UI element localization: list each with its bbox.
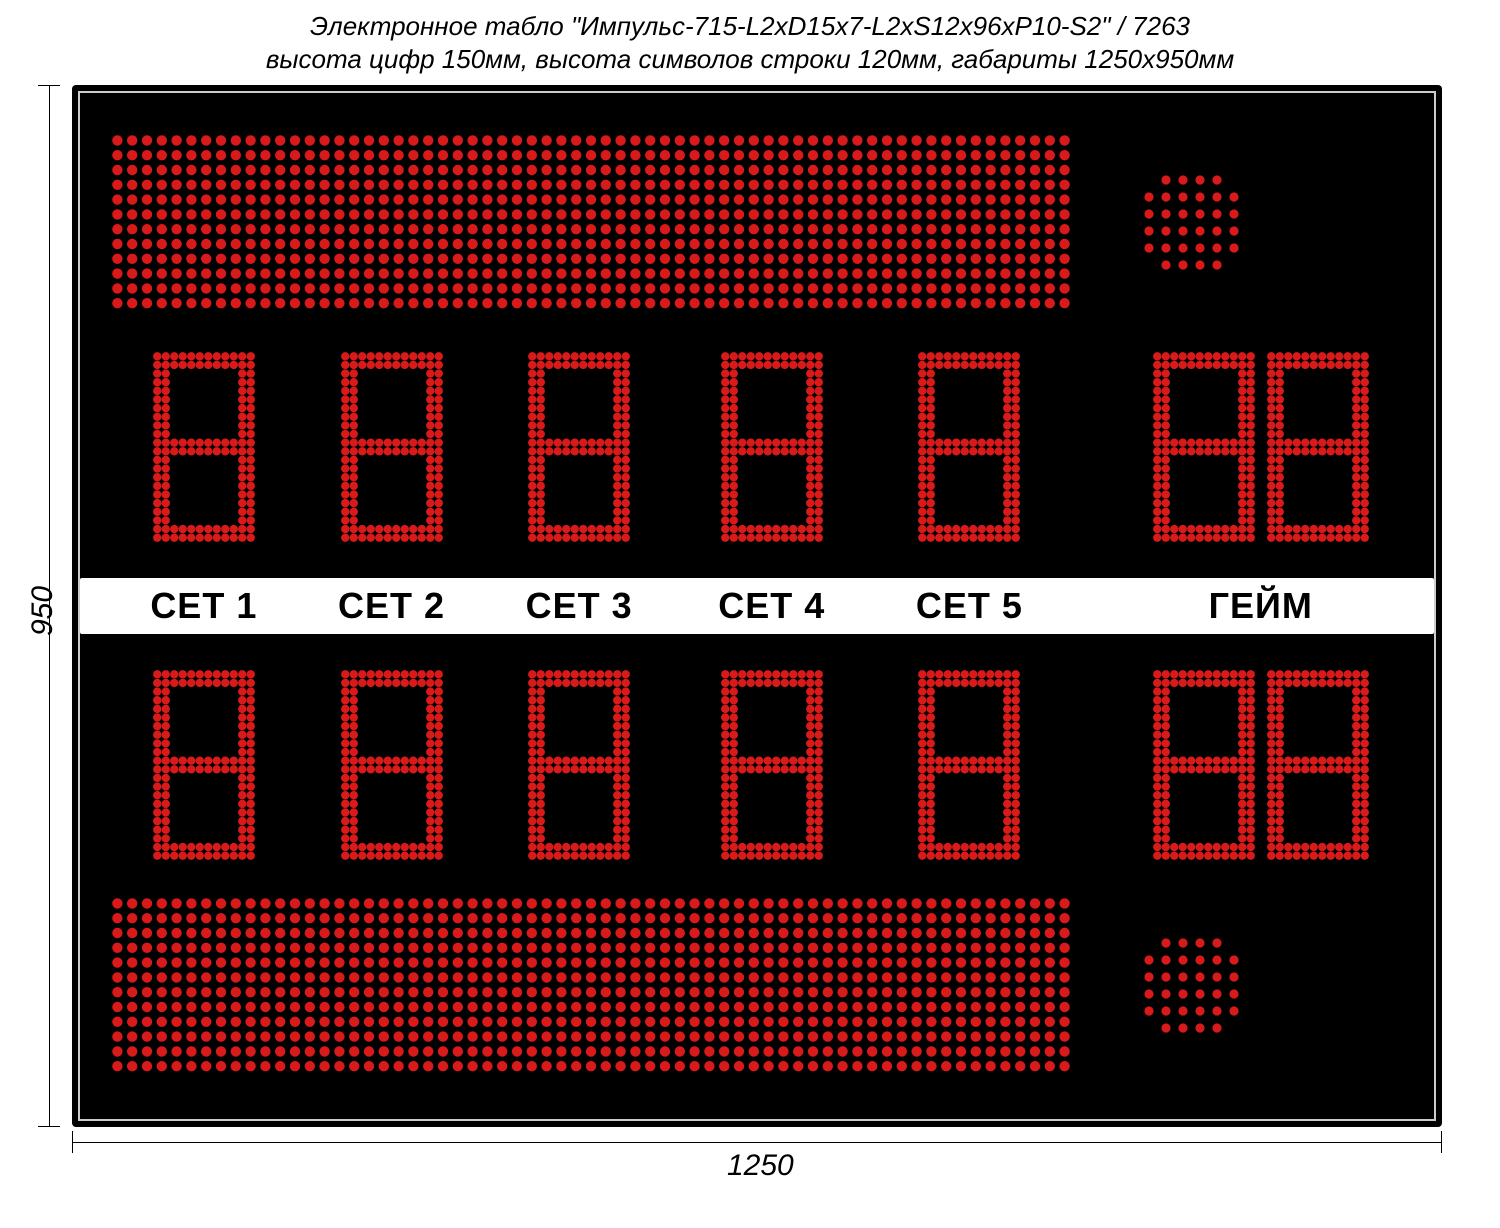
matrix-row-top <box>110 133 1404 316</box>
seven-seg-digit <box>721 670 823 860</box>
digit-cell-set1 <box>110 352 298 542</box>
siren-top-icon <box>1132 163 1250 286</box>
dotmatrix-top <box>110 133 1072 316</box>
column-label-set3: СЕТ 3 <box>485 585 673 627</box>
dimension-horizontal: 1250 <box>72 1127 1442 1169</box>
scoreboard-inner: СЕТ 1СЕТ 2СЕТ 3СЕТ 4СЕТ 5 ГЕЙМ <box>78 91 1436 1121</box>
dimension-width-label: 1250 <box>727 1149 794 1183</box>
seven-seg-digit <box>528 352 630 542</box>
siren-bottom-icon <box>1132 926 1250 1049</box>
digit-cell-game <box>1118 352 1404 542</box>
seven-seg-digit <box>918 352 1020 542</box>
caption: Электронное табло "Импульс-715-L2xD15x7-… <box>0 10 1500 75</box>
seven-seg-digit <box>341 352 443 542</box>
caption-line-1: Электронное табло "Импульс-715-L2xD15x7-… <box>0 10 1500 43</box>
matrix-row-bottom <box>110 896 1404 1079</box>
seven-seg-digit <box>341 670 443 860</box>
digit-cell-set4 <box>673 352 871 542</box>
column-label-game: ГЕЙМ <box>1118 585 1404 627</box>
seven-seg-digit <box>153 352 255 542</box>
seven-seg-digit <box>1153 670 1255 860</box>
digit-cell-set3 <box>485 670 673 860</box>
seven-seg-digit <box>1153 352 1255 542</box>
column-label-set1: СЕТ 1 <box>110 585 298 627</box>
digit-cell-set5 <box>871 352 1069 542</box>
seven-seg-digit <box>528 670 630 860</box>
dimension-vertical: 950 <box>30 85 60 1127</box>
dotmatrix-bottom <box>110 896 1072 1079</box>
column-label-set2: СЕТ 2 <box>298 585 486 627</box>
seven-seg-digit <box>153 670 255 860</box>
seven-seg-digit <box>1267 352 1369 542</box>
seven-seg-digit <box>1267 670 1369 860</box>
digit-cell-set2 <box>298 670 486 860</box>
caption-line-2: высота цифр 150мм, высота символов строк… <box>0 43 1500 76</box>
digit-cell-set4 <box>673 670 871 860</box>
dimension-height-label: 950 <box>26 586 60 636</box>
digits-row-bottom <box>110 670 1404 860</box>
column-label-set4: СЕТ 4 <box>673 585 871 627</box>
scoreboard: СЕТ 1СЕТ 2СЕТ 3СЕТ 4СЕТ 5 ГЕЙМ <box>72 85 1442 1127</box>
seven-seg-digit <box>721 352 823 542</box>
labels-row: СЕТ 1СЕТ 2СЕТ 3СЕТ 4СЕТ 5 ГЕЙМ <box>80 578 1434 634</box>
digit-cell-set5 <box>871 670 1069 860</box>
seven-seg-digit <box>918 670 1020 860</box>
column-label-set5: СЕТ 5 <box>871 585 1069 627</box>
digit-cell-set3 <box>485 352 673 542</box>
digit-cell-game <box>1118 670 1404 860</box>
digit-cell-set2 <box>298 352 486 542</box>
digits-row-top <box>110 352 1404 542</box>
digit-cell-set1 <box>110 670 298 860</box>
